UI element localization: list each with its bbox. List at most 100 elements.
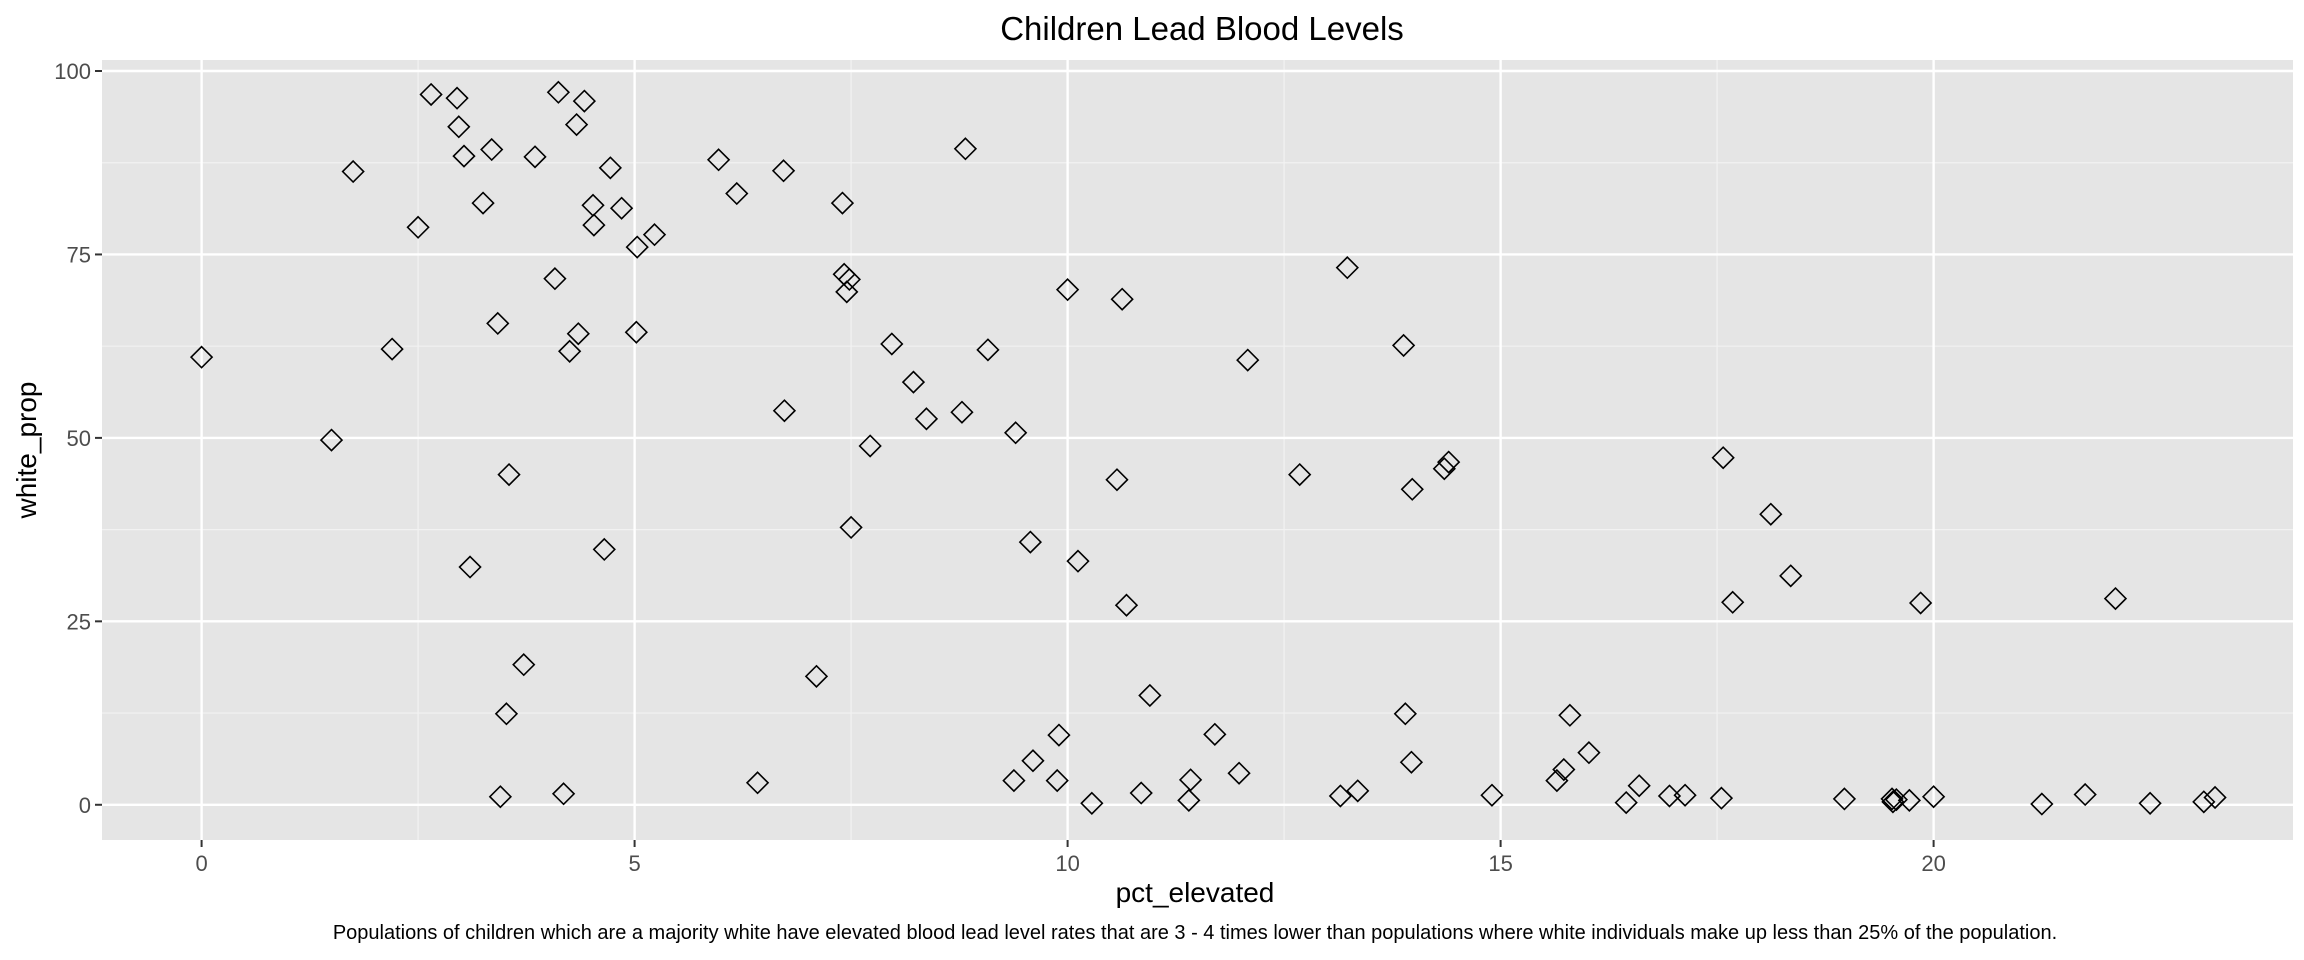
data-point xyxy=(2030,792,2054,816)
chart-caption: Populations of children which are a majo… xyxy=(333,922,2057,944)
data-point xyxy=(1045,768,1069,793)
data-point xyxy=(566,322,590,346)
data-point xyxy=(1577,741,1601,765)
data-point xyxy=(1177,788,1201,813)
data-point xyxy=(2138,791,2162,815)
data-point xyxy=(189,345,214,369)
data-point xyxy=(1400,477,1424,501)
data-point xyxy=(953,137,978,161)
axis-ticks: 0 5 10 15 20 0 25 50 75 100 xyxy=(54,59,1946,876)
data-point xyxy=(458,555,482,579)
data-point xyxy=(1627,774,1651,798)
data-point xyxy=(380,337,404,361)
data-point xyxy=(592,537,616,562)
data-point xyxy=(880,332,904,356)
x-axis-title: pct_elevated xyxy=(1116,877,1275,908)
y-tick-label: 75 xyxy=(67,242,91,267)
data-point xyxy=(858,434,882,458)
data-point xyxy=(341,159,365,184)
data-point xyxy=(950,400,974,424)
data-point xyxy=(1709,786,1734,810)
data-point xyxy=(1203,722,1227,746)
data-point xyxy=(1288,462,1312,487)
data-point xyxy=(1227,761,1251,785)
data-point xyxy=(1437,450,1461,474)
data-point xyxy=(1558,703,1582,727)
data-point xyxy=(837,267,861,292)
data-point xyxy=(1047,723,1071,747)
data-point xyxy=(582,213,606,237)
data-point xyxy=(543,267,567,291)
plot-panel xyxy=(102,60,2293,840)
y-tick-label: 100 xyxy=(54,59,91,84)
data-point xyxy=(572,89,596,113)
data-point xyxy=(1908,591,1933,615)
data-point xyxy=(1178,768,1203,792)
data-point xyxy=(624,320,648,344)
data-point xyxy=(1711,446,1735,470)
data-point xyxy=(406,215,430,239)
data-point xyxy=(642,223,667,247)
data-point xyxy=(1129,781,1153,805)
data-point xyxy=(2203,785,2227,810)
data-point xyxy=(319,428,344,452)
data-point xyxy=(1002,768,1026,793)
data-point xyxy=(1432,457,1456,481)
data-point xyxy=(1779,564,1803,588)
data-point xyxy=(771,159,796,183)
data-point xyxy=(488,785,512,809)
data-point xyxy=(447,115,471,139)
data-point xyxy=(2073,782,2097,807)
x-tick-label: 5 xyxy=(628,851,640,876)
x-tick-label: 0 xyxy=(195,851,207,876)
data-point xyxy=(1391,333,1416,358)
data-point xyxy=(598,156,622,180)
data-point xyxy=(1921,785,1946,809)
data-point xyxy=(564,112,589,137)
data-point xyxy=(1721,590,1745,614)
y-axis-title: white_prop xyxy=(11,382,42,520)
grid-lines xyxy=(102,60,2293,840)
data-point xyxy=(1614,790,1638,815)
data-point xyxy=(609,196,634,220)
data-point xyxy=(830,191,855,215)
data-point xyxy=(1335,256,1359,280)
x-tick-label: 10 xyxy=(1055,851,1079,876)
data-point xyxy=(486,311,510,336)
data-point xyxy=(804,664,829,689)
data-point xyxy=(558,339,582,363)
data-point xyxy=(1897,788,1921,813)
y-tick-label: 50 xyxy=(67,426,91,451)
data-point xyxy=(445,86,469,110)
data-point xyxy=(1004,421,1028,445)
data-point xyxy=(835,280,859,304)
data-points xyxy=(189,80,2227,816)
data-point xyxy=(551,782,576,806)
data-point xyxy=(523,145,547,169)
data-point xyxy=(1328,784,1353,808)
data-point xyxy=(1105,468,1129,492)
data-point xyxy=(452,144,476,168)
data-point xyxy=(512,652,536,677)
x-tick-label: 15 xyxy=(1488,851,1512,876)
chart-title: Children Lead Blood Levels xyxy=(1000,10,1404,47)
data-point xyxy=(976,338,1000,362)
data-point xyxy=(1673,783,1697,807)
data-point xyxy=(2192,790,2216,814)
data-point xyxy=(914,407,939,431)
data-point xyxy=(1080,791,1104,815)
data-point xyxy=(419,82,443,107)
data-point xyxy=(1759,502,1783,526)
data-point xyxy=(480,137,504,162)
data-point xyxy=(1021,749,1045,773)
data-point xyxy=(1114,593,1139,617)
x-tick-label: 20 xyxy=(1921,851,1945,876)
y-tick-label: 0 xyxy=(79,793,91,818)
data-point xyxy=(1138,683,1162,708)
data-point xyxy=(471,191,495,215)
data-point xyxy=(901,370,926,394)
data-point xyxy=(745,771,770,795)
data-point xyxy=(1399,750,1424,774)
data-point xyxy=(1393,702,1417,726)
